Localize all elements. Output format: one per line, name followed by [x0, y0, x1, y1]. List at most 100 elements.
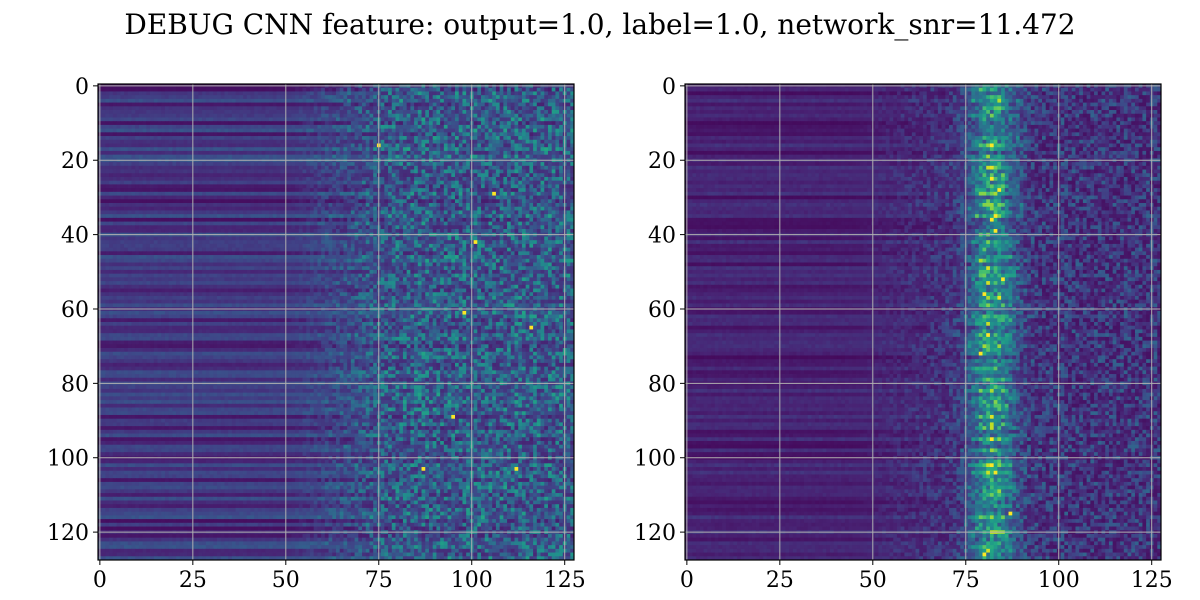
heatmap-cell	[511, 210, 515, 214]
heatmap-cell	[422, 196, 426, 200]
heatmap-cell	[533, 210, 537, 214]
heatmap-cell	[448, 106, 452, 110]
heatmap-cell	[232, 114, 236, 118]
heatmap-cell	[299, 203, 303, 207]
heatmap-cell	[381, 210, 385, 214]
heatmap-cell	[433, 144, 437, 148]
heatmap-cell	[429, 210, 433, 214]
heatmap-cell	[429, 147, 433, 151]
heatmap-cell	[548, 173, 552, 177]
heatmap-cell	[329, 147, 333, 151]
heatmap-cell	[455, 129, 459, 133]
heatmap-cell	[232, 162, 236, 166]
heatmap-cell	[243, 173, 247, 177]
heatmap-cell	[555, 199, 559, 203]
heatmap-cell	[433, 192, 437, 196]
heatmap-cell	[131, 184, 135, 188]
heatmap-cell	[206, 166, 210, 170]
heatmap-cell	[172, 166, 176, 170]
heatmap-cell	[217, 196, 221, 200]
heatmap-cell	[455, 110, 459, 114]
heatmap-cell	[425, 151, 429, 155]
heatmap-cell	[187, 88, 191, 92]
heatmap-cell	[552, 91, 556, 95]
heatmap-cell	[172, 199, 176, 203]
heatmap-cell	[224, 121, 228, 125]
heatmap-cell	[414, 170, 418, 174]
heatmap-cell	[511, 177, 515, 181]
heatmap-cell	[552, 151, 556, 155]
heatmap-cell	[485, 129, 489, 133]
heatmap-cell	[485, 106, 489, 110]
heatmap-cell	[488, 199, 492, 203]
heatmap-cell	[306, 147, 310, 151]
heatmap-cell	[358, 129, 362, 133]
heatmap-cell	[559, 88, 563, 92]
heatmap-cell	[143, 188, 147, 192]
heatmap-cell	[247, 106, 251, 110]
heatmap-cell	[169, 114, 173, 118]
heatmap-cell	[265, 110, 269, 114]
heatmap-cell	[329, 132, 333, 136]
heatmap-cell	[522, 207, 526, 211]
heatmap-cell	[529, 225, 533, 229]
heatmap-cell	[120, 91, 124, 95]
heatmap-cell	[351, 132, 355, 136]
heatmap-cell	[224, 103, 228, 107]
heatmap-cell	[277, 103, 281, 107]
heatmap-cell	[537, 121, 541, 125]
heatmap-cell	[336, 173, 340, 177]
heatmap-cell	[210, 188, 214, 192]
heatmap-cell	[329, 173, 333, 177]
heatmap-cell	[518, 117, 522, 121]
heatmap-cell	[492, 173, 496, 177]
heatmap-cell	[232, 91, 236, 95]
heatmap-cell	[488, 181, 492, 185]
heatmap-cell	[254, 144, 258, 148]
heatmap-cell	[526, 166, 530, 170]
heatmap-cell	[392, 173, 396, 177]
heatmap-cell	[507, 151, 511, 155]
heatmap-cell	[481, 207, 485, 211]
heatmap-cell	[221, 192, 225, 196]
heatmap-cell	[369, 170, 373, 174]
heatmap-cell	[552, 114, 556, 118]
heatmap-cell	[429, 121, 433, 125]
heatmap-cell	[258, 140, 262, 144]
heatmap-cell	[184, 210, 188, 214]
heatmap-cell	[228, 214, 232, 218]
heatmap-cell	[511, 203, 515, 207]
heatmap-cell	[351, 225, 355, 229]
heatmap-cell	[154, 196, 158, 200]
heatmap-cell	[384, 106, 388, 110]
heatmap-cell	[347, 181, 351, 185]
heatmap-cell	[407, 214, 411, 218]
heatmap-cell	[425, 125, 429, 129]
heatmap-cell	[362, 147, 366, 151]
heatmap-cell	[381, 151, 385, 155]
heatmap-cell	[477, 140, 481, 144]
heatmap-cell	[306, 114, 310, 118]
heatmap-cell	[422, 177, 426, 181]
heatmap-cell	[102, 147, 106, 151]
heatmap-cell	[128, 91, 132, 95]
heatmap-cell	[150, 114, 154, 118]
heatmap-cell	[321, 106, 325, 110]
heatmap-cell	[102, 121, 106, 125]
heatmap-cell	[250, 162, 254, 166]
heatmap-cell	[396, 222, 400, 226]
heatmap-cell	[210, 173, 214, 177]
heatmap-cell	[247, 132, 251, 136]
heatmap-cell	[180, 91, 184, 95]
heatmap-cell	[269, 184, 273, 188]
heatmap-cell	[384, 140, 388, 144]
heatmap-cell	[109, 95, 113, 99]
heatmap-cell	[224, 214, 228, 218]
heatmap-cell	[455, 95, 459, 99]
heatmap-cell	[269, 222, 273, 226]
heatmap-cell	[548, 140, 552, 144]
heatmap-cell	[418, 110, 422, 114]
heatmap-cell	[277, 214, 281, 218]
heatmap-cell	[522, 225, 526, 229]
heatmap-cell	[518, 129, 522, 133]
